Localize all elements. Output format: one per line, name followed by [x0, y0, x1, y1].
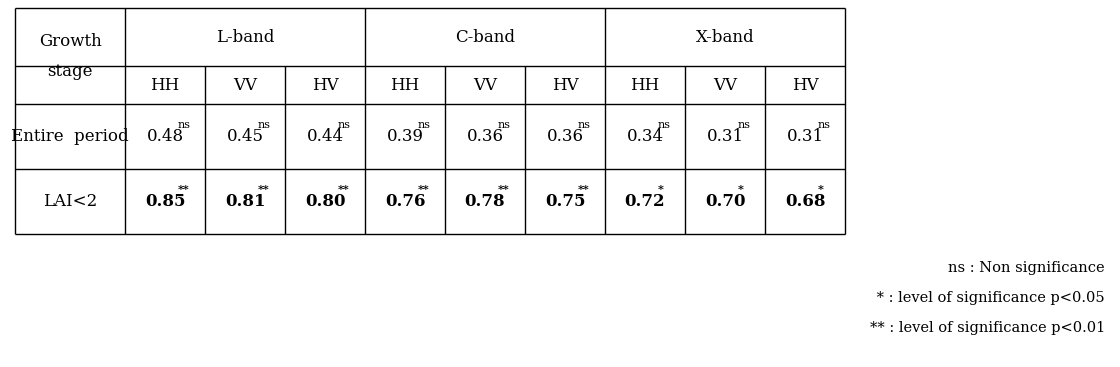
- Text: 0.78: 0.78: [465, 193, 505, 210]
- Text: 0.75: 0.75: [544, 193, 586, 210]
- Text: **: **: [338, 184, 349, 195]
- Text: 0.68: 0.68: [785, 193, 825, 210]
- Text: Entire  period: Entire period: [11, 128, 129, 145]
- Text: HV: HV: [311, 76, 338, 94]
- Text: ns: ns: [178, 120, 190, 130]
- Text: *: *: [818, 184, 823, 195]
- Text: 0.44: 0.44: [307, 128, 344, 145]
- Text: HV: HV: [792, 76, 819, 94]
- Text: 0.45: 0.45: [226, 128, 263, 145]
- Text: **: **: [178, 184, 189, 195]
- Text: 0.36: 0.36: [547, 128, 584, 145]
- Text: ns: ns: [258, 120, 271, 130]
- Text: * : level of significance p<0.05: * : level of significance p<0.05: [872, 291, 1105, 305]
- Text: **: **: [497, 184, 510, 195]
- Text: LAI<2: LAI<2: [43, 193, 97, 210]
- Text: X-band: X-band: [696, 29, 754, 46]
- Text: ns: ns: [497, 120, 511, 130]
- Text: 0.81: 0.81: [225, 193, 265, 210]
- Text: ns: ns: [578, 120, 590, 130]
- Text: 0.70: 0.70: [704, 193, 745, 210]
- Text: L-band: L-band: [216, 29, 274, 46]
- Text: VV: VV: [233, 76, 256, 94]
- Text: Growth
stage: Growth stage: [38, 33, 102, 80]
- Text: HH: HH: [150, 76, 179, 94]
- Text: HH: HH: [631, 76, 660, 94]
- Text: 0.76: 0.76: [385, 193, 426, 210]
- Text: *: *: [657, 184, 664, 195]
- Text: 0.31: 0.31: [786, 128, 823, 145]
- Text: ns: ns: [818, 120, 831, 130]
- Text: **: **: [258, 184, 270, 195]
- Text: 0.39: 0.39: [386, 128, 423, 145]
- Text: 0.34: 0.34: [626, 128, 663, 145]
- Text: 0.48: 0.48: [147, 128, 184, 145]
- Text: ns: ns: [338, 120, 351, 130]
- Text: ns: ns: [418, 120, 431, 130]
- Text: VV: VV: [473, 76, 497, 94]
- Text: 0.85: 0.85: [144, 193, 185, 210]
- Text: VV: VV: [713, 76, 737, 94]
- Text: ns : Non significance: ns : Non significance: [949, 261, 1105, 275]
- Text: HV: HV: [552, 76, 578, 94]
- Text: **: **: [578, 184, 589, 195]
- Text: ns: ns: [657, 120, 671, 130]
- Text: 0.31: 0.31: [707, 128, 744, 145]
- Text: 0.36: 0.36: [467, 128, 504, 145]
- Text: *: *: [738, 184, 744, 195]
- Text: ** : level of significance p<0.01: ** : level of significance p<0.01: [870, 321, 1105, 335]
- Text: **: **: [418, 184, 430, 195]
- Text: HH: HH: [391, 76, 420, 94]
- Text: 0.72: 0.72: [625, 193, 665, 210]
- Text: 0.80: 0.80: [305, 193, 345, 210]
- Text: ns: ns: [738, 120, 750, 130]
- Text: C-band: C-band: [455, 29, 515, 46]
